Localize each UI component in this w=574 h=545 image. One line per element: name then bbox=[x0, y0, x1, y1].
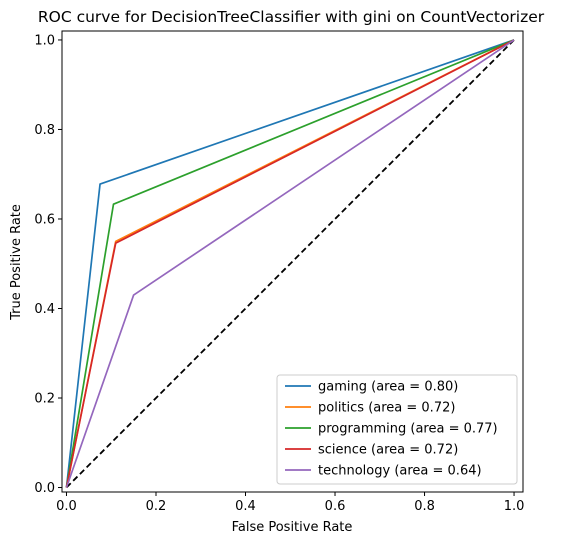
y-axis-label: True Positive Rate bbox=[9, 204, 24, 321]
x-tick-label-5: 1.0 bbox=[504, 499, 525, 514]
legend-label-2: programming (area = 0.77) bbox=[318, 422, 498, 437]
x-tick-label-2: 0.4 bbox=[235, 499, 256, 514]
legend-label-1: politics (area = 0.72) bbox=[318, 401, 455, 416]
y-tick-label-1: 0.2 bbox=[34, 392, 55, 407]
series-line-3 bbox=[65, 39, 515, 488]
legend-label-4: technology (area = 0.64) bbox=[318, 464, 482, 479]
x-tick-label-1: 0.2 bbox=[146, 499, 167, 514]
x-tick-label-4: 0.8 bbox=[414, 499, 435, 514]
y-tick-label-3: 0.6 bbox=[34, 212, 55, 227]
y-tick-label-0: 0.0 bbox=[34, 481, 55, 496]
x-tick-label-0: 0.0 bbox=[56, 499, 77, 514]
y-tick-label-5: 1.0 bbox=[34, 33, 55, 48]
reference-diagonal-line bbox=[65, 39, 515, 489]
y-tick-label-2: 0.4 bbox=[34, 302, 55, 317]
legend-box bbox=[276, 374, 518, 485]
chart-title: ROC curve for DecisionTreeClassifier wit… bbox=[38, 8, 545, 26]
x-axis-label: False Positive Rate bbox=[232, 520, 353, 535]
y-tick-label-4: 0.8 bbox=[34, 123, 55, 138]
plot-frame bbox=[61, 30, 524, 493]
series-line-4 bbox=[65, 39, 515, 488]
axis-ticks: 0.0 0.2 0.4 0.6 0.8 1.0 0.0 0.2 0.4 0.6 0.8 1.0 bbox=[34, 33, 524, 514]
series-line-0 bbox=[65, 39, 515, 488]
legend: gaming (area = 0.80) politics (area = 0.7… bbox=[276, 374, 518, 485]
plot-area bbox=[61, 30, 524, 493]
series-line-2 bbox=[65, 39, 515, 488]
legend-label-0: gaming (area = 0.80) bbox=[318, 380, 458, 395]
x-tick-label-3: 0.6 bbox=[325, 499, 346, 514]
legend-label-3: science (area = 0.72) bbox=[318, 443, 458, 458]
